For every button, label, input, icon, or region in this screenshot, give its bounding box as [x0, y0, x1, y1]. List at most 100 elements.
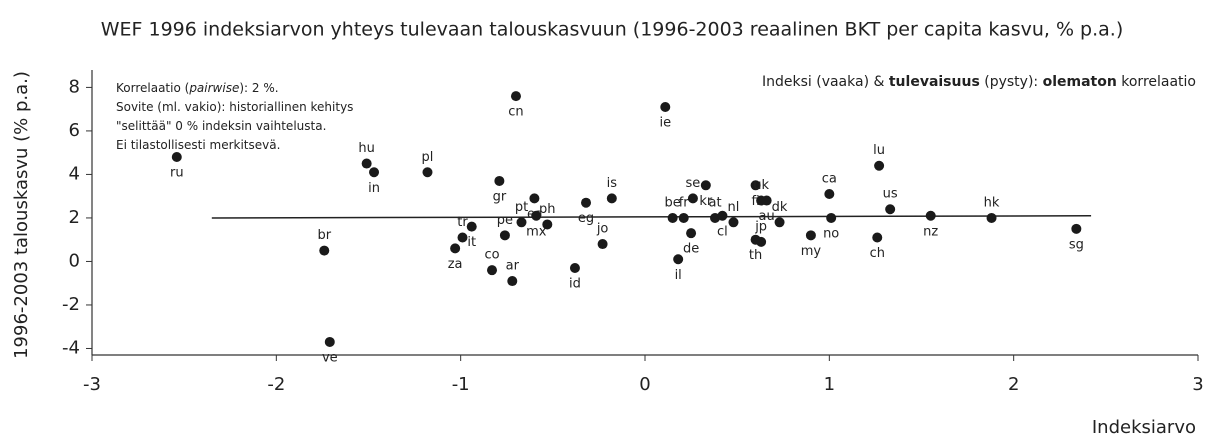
annotation-part: tulevaisuus — [889, 74, 980, 90]
point — [466, 221, 477, 232]
point-label: it — [467, 235, 476, 250]
y-tick-label: 6 — [69, 120, 80, 141]
point-label: de — [683, 242, 699, 257]
point — [774, 217, 785, 228]
point — [510, 91, 521, 102]
chart-title: WEF 1996 indeksiarvon yhteys tulevaan ta… — [101, 19, 1124, 41]
x-tick-label: 1 — [824, 374, 835, 395]
x-tick-label: -2 — [267, 374, 285, 395]
y-tick-label: 2 — [69, 207, 80, 228]
point-label: sg — [1069, 237, 1084, 252]
point — [660, 101, 671, 112]
point-label: us — [883, 187, 898, 202]
point — [1071, 223, 1082, 234]
point — [569, 262, 580, 273]
point — [597, 239, 608, 250]
point-label: in — [368, 181, 380, 196]
point — [422, 167, 433, 178]
point — [667, 212, 678, 223]
point — [487, 265, 498, 276]
point-label: fi — [751, 194, 759, 209]
point-label: gr — [493, 189, 507, 204]
annotation-part: korrelaatio — [1117, 74, 1196, 90]
y-tick-label: 0 — [69, 250, 80, 271]
point — [450, 243, 461, 254]
point — [678, 212, 689, 223]
annotation-part: Indeksi (vaaka) & — [762, 74, 889, 90]
point-label: at — [709, 195, 722, 210]
point-label: se — [686, 176, 701, 191]
point — [750, 180, 761, 191]
point-label: is — [607, 176, 618, 191]
point-label: pl — [422, 150, 434, 165]
y-tick-label: 8 — [69, 76, 80, 97]
point — [529, 193, 540, 204]
annotation-part: "selittää" 0 % indeksin vaihtelusta. — [116, 119, 326, 133]
y-axis-label: 1996-2003 talouskasvu (% p.a.) — [11, 71, 32, 359]
point — [986, 212, 997, 223]
point — [826, 212, 837, 223]
point — [606, 193, 617, 204]
point-label: ph — [539, 202, 556, 217]
point — [581, 197, 592, 208]
annotation: Korrelaatio (pairwise): 2 %. — [116, 81, 279, 95]
point-label: my — [801, 244, 822, 259]
point — [686, 228, 697, 239]
point-label: eg — [578, 211, 594, 226]
point-label: ch — [870, 246, 885, 261]
x-tick-label: 0 — [639, 374, 650, 395]
x-tick-label: 3 — [1192, 374, 1203, 395]
point — [717, 210, 728, 221]
point-label: lu — [873, 143, 885, 158]
point — [499, 230, 510, 241]
point-label: th — [749, 248, 762, 263]
annotation-part: Sovite (ml. vakio): historiallinen kehit… — [116, 100, 353, 114]
point — [761, 195, 772, 206]
point — [457, 232, 468, 243]
point-label: fr — [679, 195, 690, 210]
point-label: mx — [526, 224, 547, 239]
point — [369, 167, 380, 178]
point-label: cl — [717, 224, 728, 239]
y-tick-label: -4 — [62, 337, 80, 358]
x-tick-label: -1 — [452, 374, 470, 395]
point — [885, 204, 896, 215]
x-tick-label: -3 — [83, 374, 101, 395]
point — [673, 254, 684, 265]
point — [874, 160, 885, 171]
annotation-part: pairwise — [188, 81, 239, 95]
point — [728, 217, 739, 228]
point-label: nz — [923, 224, 938, 239]
point-label: ca — [822, 172, 837, 187]
point — [805, 230, 816, 241]
point-label: tr — [457, 215, 468, 230]
point — [531, 210, 542, 221]
point-label: nl — [728, 200, 740, 215]
point — [319, 245, 330, 256]
point — [700, 180, 711, 191]
trend-line — [211, 215, 1092, 219]
point-label: jo — [596, 222, 609, 237]
point — [324, 336, 335, 347]
point — [171, 152, 182, 163]
point-label: co — [484, 248, 499, 263]
point — [516, 217, 527, 228]
point — [507, 276, 518, 287]
point-label: au — [759, 209, 775, 224]
point-label: il — [675, 268, 682, 283]
point-label: id — [569, 276, 581, 291]
point-label: hk — [984, 195, 1000, 210]
annotation-part: Korrelaatio ( — [116, 81, 189, 95]
point-label: ar — [506, 259, 520, 274]
point — [872, 232, 883, 243]
point — [542, 219, 553, 230]
point-label: dk — [772, 200, 788, 215]
point-label: pt — [515, 200, 528, 215]
annotation-part: olematon — [1043, 74, 1117, 90]
point — [361, 158, 372, 169]
x-tick-label: 2 — [1008, 374, 1019, 395]
x-axis-label: Indeksiarvo — [1092, 417, 1196, 438]
point — [687, 193, 698, 204]
annotation-part: ): 2 %. — [239, 81, 278, 95]
